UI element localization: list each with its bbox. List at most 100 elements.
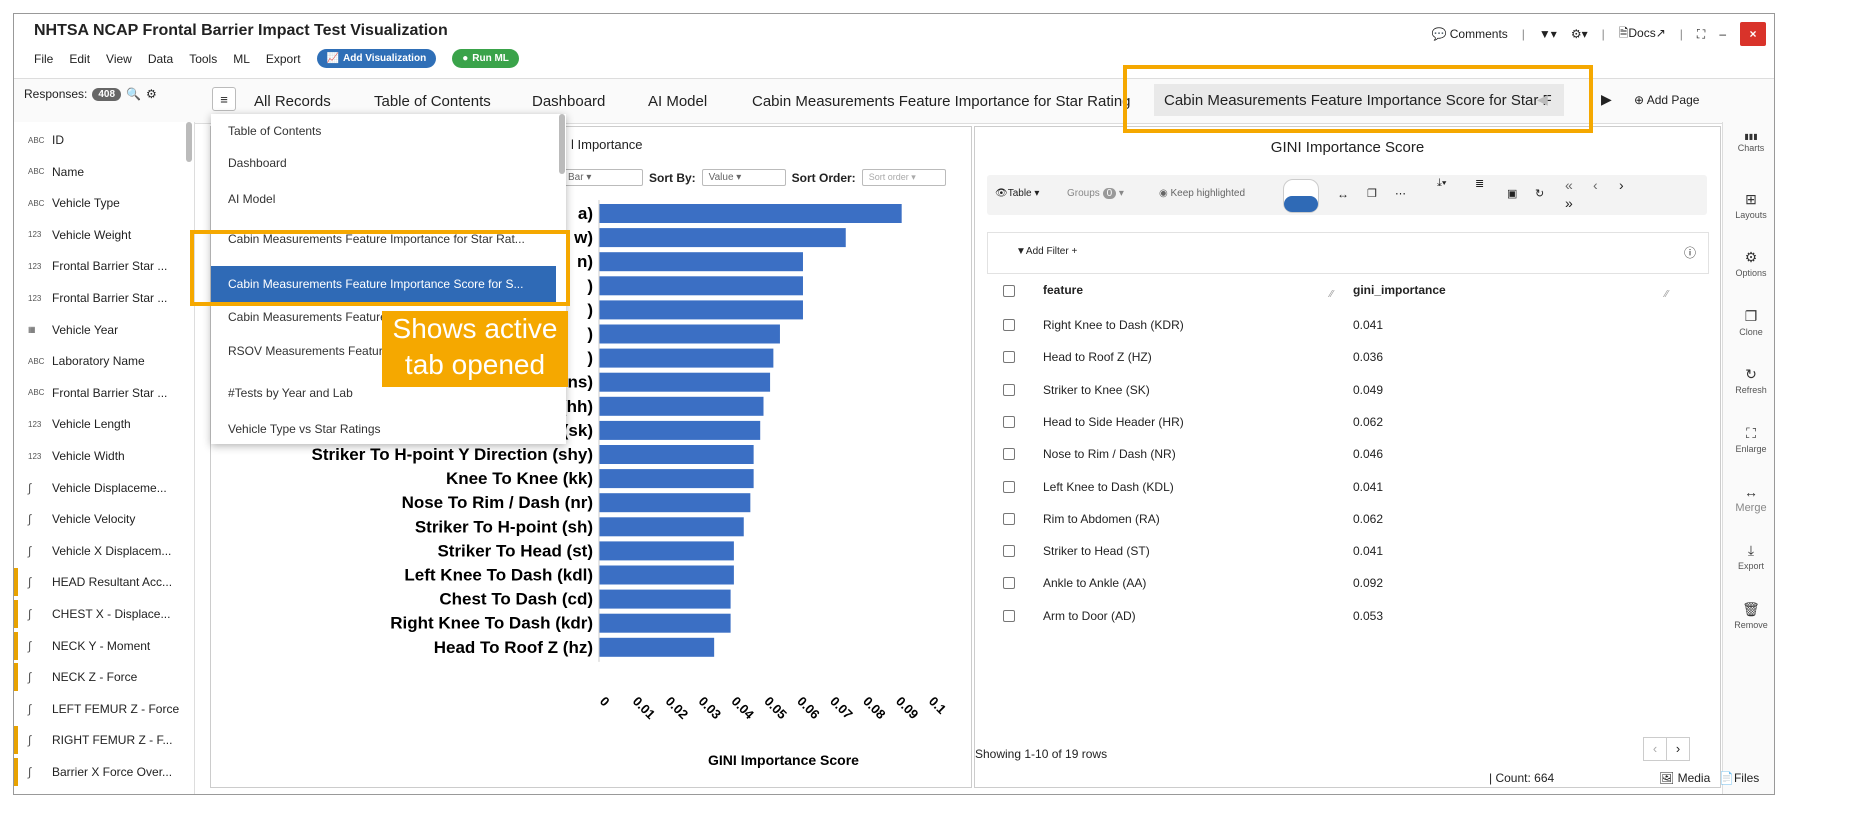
table-row[interactable]: Striker to Knee (SK) 0.049	[975, 374, 1695, 406]
sidebar-field-item[interactable]: 123 Vehicle Width	[14, 442, 184, 470]
prev-page-icon[interactable]: ‹	[1593, 177, 1598, 193]
bar[interactable]	[599, 469, 754, 489]
column-header-gini-importance[interactable]: gini_importance	[1353, 283, 1446, 297]
row-checkbox[interactable]	[1003, 319, 1015, 331]
expand-icon[interactable]: ↔	[1337, 187, 1349, 201]
bar[interactable]	[599, 589, 731, 609]
bar[interactable]	[599, 324, 780, 344]
menu-data[interactable]: Data	[147, 51, 174, 66]
sidebar-field-item[interactable]: ▦ Vehicle Year	[14, 316, 184, 344]
files-button[interactable]: 📄Files	[1719, 771, 1759, 785]
comments-button[interactable]: 💬 Comments	[1431, 27, 1507, 41]
table-row[interactable]: Right Knee to Dash (KDR) 0.041	[975, 309, 1695, 341]
add-page-button[interactable]: ⊕ Add Page	[1634, 93, 1699, 107]
rightbar-options-button[interactable]: ⚙ Options	[1723, 249, 1774, 278]
sidebar-field-item[interactable]: ABC Vehicle Type	[14, 189, 184, 217]
table-row[interactable]: Nose to Rim / Dash (NR) 0.046	[975, 438, 1695, 470]
sidebar-field-item[interactable]: ∫ NECK Z - Force	[14, 663, 184, 692]
settings-icon[interactable]: ⚙▾	[1570, 27, 1588, 41]
rightbar-enlarge-button[interactable]: ⛶ Enlarge	[1723, 425, 1774, 454]
table-row[interactable]: Arm to Door (AD) 0.053	[975, 600, 1695, 632]
page-menu-item[interactable]: AI Model	[228, 192, 276, 206]
sidebar-field-item[interactable]: ∫ Vehicle Velocity	[14, 505, 184, 533]
rightbar-export-button[interactable]: ⤓ Export	[1723, 542, 1774, 571]
rightbar-layouts-button[interactable]: ⊞ Layouts	[1723, 191, 1774, 220]
row-checkbox[interactable]	[1003, 448, 1015, 461]
table-row[interactable]: Left Knee to Dash (KDL) 0.041	[975, 471, 1695, 503]
page-menu-item[interactable]: Vehicle Type vs Star Ratings	[228, 422, 381, 436]
next-page-icon[interactable]: ›	[1619, 177, 1624, 193]
sidebar-field-item[interactable]: 123 Vehicle Length	[14, 410, 184, 438]
bar[interactable]	[599, 396, 764, 416]
tab-active-feature-importance-score[interactable]: Cabin Measurements Feature Importance Sc…	[1154, 84, 1564, 116]
scroll-right-icon[interactable]: ▶	[1601, 91, 1612, 107]
bar[interactable]	[599, 204, 902, 223]
table-row[interactable]: Striker to Head (ST) 0.041	[975, 535, 1695, 567]
page-menu-item[interactable]: Dashboard	[228, 156, 287, 170]
table-row[interactable]: Head to Side Header (HR) 0.062	[975, 406, 1695, 438]
page-menu-item[interactable]: Cabin Measurements Feature Importance Sc…	[211, 266, 556, 302]
add-filter-button[interactable]: ▼Add Filter +	[1016, 246, 1078, 257]
docs-button[interactable]: 🗎Docs↗	[1619, 24, 1666, 45]
menu-ml[interactable]: ML	[233, 51, 250, 66]
scroll-left-icon[interactable]: ◀	[1537, 91, 1548, 107]
groups-select[interactable]: Groups 0 ▾	[1067, 188, 1124, 199]
sidebar-field-item[interactable]: 123 Vehicle Weight	[14, 221, 184, 249]
bar[interactable]	[599, 565, 734, 585]
menu-file[interactable]: File	[34, 51, 54, 66]
refresh-icon[interactable]: ↻	[1535, 188, 1545, 200]
table-view-select[interactable]: 👁Table ▾	[995, 188, 1040, 199]
menu-export[interactable]: Export	[265, 51, 301, 66]
table-row[interactable]: Ankle to Ankle (AA) 0.092	[975, 567, 1695, 599]
row-checkbox[interactable]	[1003, 351, 1015, 364]
resize-handle-icon[interactable]: ⁄⁄	[1665, 289, 1669, 300]
pager-prev-button[interactable]: ‹	[1644, 738, 1667, 760]
tab-all-records[interactable]: All Records	[254, 93, 331, 110]
sidebar-field-item[interactable]: ∫ Vehicle Displaceme...	[14, 474, 184, 502]
last-page-icon[interactable]: »	[1565, 195, 1573, 211]
fullscreen-icon[interactable]: ⛶	[1696, 26, 1706, 41]
sidebar-field-item[interactable]: ∫ Vehicle X Displacem...	[14, 537, 184, 565]
sidebar-field-item[interactable]: ABC Laboratory Name	[14, 347, 184, 375]
bar[interactable]	[599, 372, 771, 392]
sidebar-field-item[interactable]: ∫ CHEST X - Displace...	[14, 600, 184, 628]
pager-next-button[interactable]: ›	[1675, 741, 1681, 756]
rightbar-charts-button[interactable]: ▮▮▮ Charts	[1723, 132, 1774, 153]
bar[interactable]	[599, 517, 744, 537]
more-icon[interactable]: ⋯	[1395, 188, 1406, 200]
rightbar-refresh-button[interactable]: ↻ Refresh	[1723, 366, 1774, 395]
tab-table-of-contents[interactable]: Table of Contents	[374, 93, 491, 110]
rightbar-remove-button[interactable]: 🗑 Remove	[1723, 601, 1774, 630]
rightbar-merge-button[interactable]: ↔ Merge	[1723, 484, 1774, 514]
keep-highlighted-toggle[interactable]: ◉ Keep highlighted	[1159, 188, 1245, 199]
sidebar-field-item[interactable]: ∫ LEFT FEMUR Z - Force	[14, 695, 184, 723]
row-checkbox[interactable]	[1003, 609, 1015, 622]
bar[interactable]	[599, 613, 731, 633]
page-menu-item[interactable]: #Tests by Year and Lab	[228, 386, 353, 400]
bar[interactable]	[599, 420, 761, 440]
bar[interactable]	[599, 493, 751, 513]
bar[interactable]	[599, 637, 715, 657]
sidebar-field-item[interactable]: ∫ RIGHT FEMUR Z - F...	[14, 726, 184, 755]
gear-icon[interactable]: ⚙	[146, 87, 157, 101]
menu-edit[interactable]: Edit	[69, 51, 91, 66]
sidebar-field-item[interactable]: ABC Frontal Barrier Star ...	[14, 379, 184, 407]
sidebar-scrollbar[interactable]	[186, 122, 192, 162]
menu-tools[interactable]: Tools	[189, 51, 218, 66]
close-button[interactable]: ×	[1740, 22, 1766, 46]
sort-by-select[interactable]: Value ▾	[701, 169, 786, 186]
run-ml-button[interactable]: ● Run ML	[452, 49, 519, 68]
row-checkbox[interactable]	[1003, 480, 1015, 493]
resize-handle-icon[interactable]: ⁄⁄	[1330, 289, 1334, 300]
page-menu-item[interactable]: Table of Contents	[228, 124, 322, 138]
tab-feature-importance-star-rating[interactable]: Cabin Measurements Feature Importance fo…	[752, 93, 1131, 110]
column-header-feature[interactable]: feature	[1043, 283, 1084, 297]
filter-icon[interactable]: ▼▾	[1538, 27, 1557, 41]
menu-view[interactable]: View	[106, 51, 132, 66]
table-row[interactable]: Head to Roof Z (HZ) 0.036	[975, 341, 1695, 373]
hamburger-menu-button[interactable]: ≡	[212, 87, 236, 111]
sidebar-field-item[interactable]: ABC Name	[14, 158, 184, 186]
bar[interactable]	[599, 541, 734, 561]
save-icon[interactable]: ▣	[1507, 188, 1518, 200]
sort-order-select[interactable]: Sort order ▾	[861, 169, 946, 186]
